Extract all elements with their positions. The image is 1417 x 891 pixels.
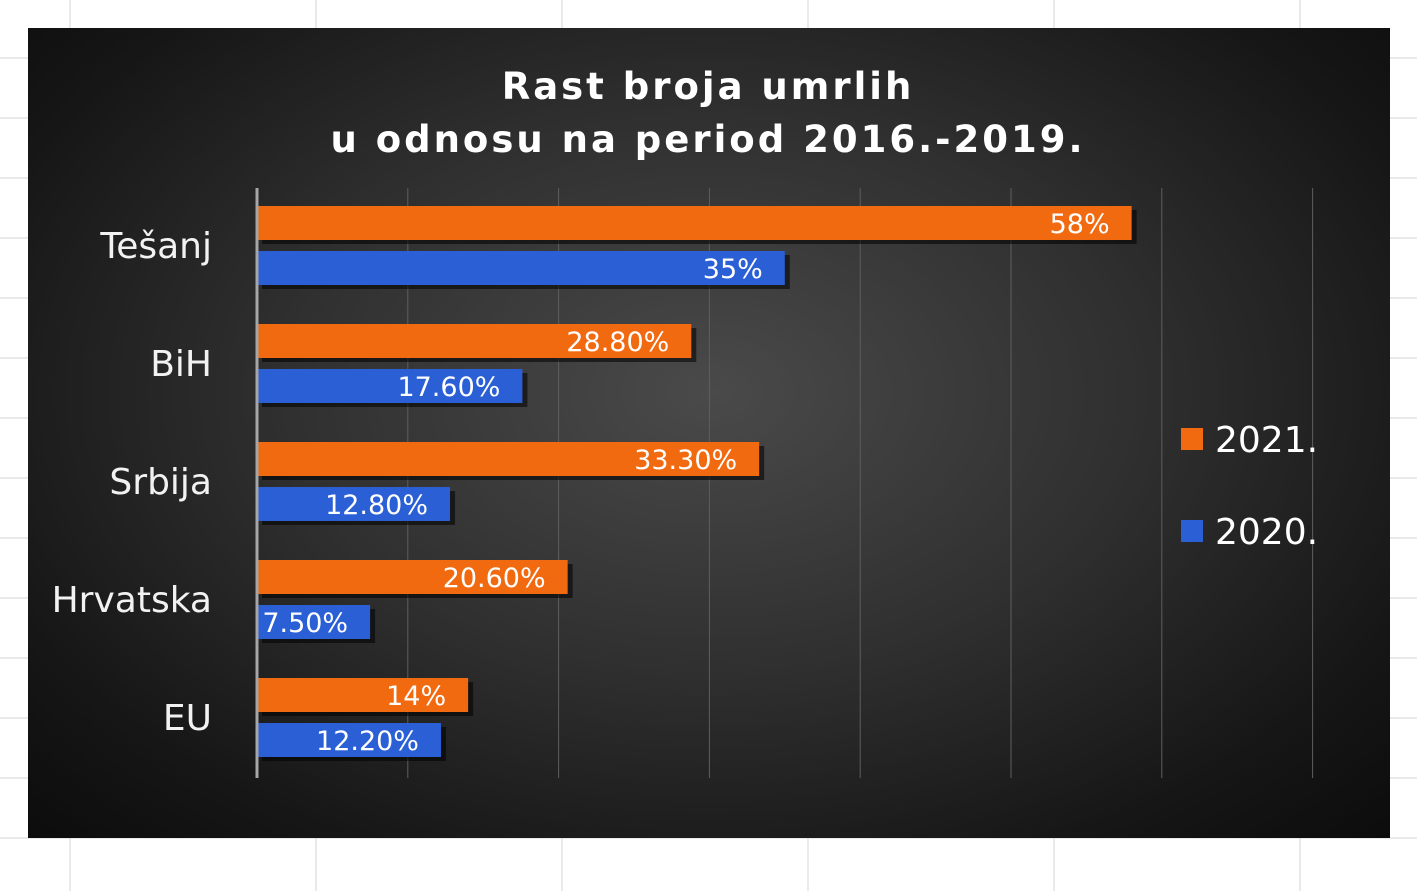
bar-series-2[interactable] <box>257 723 441 757</box>
data-label: 20.60% <box>443 563 546 594</box>
category-label: Tešanj <box>99 226 212 267</box>
category-label: Hrvatska <box>52 580 212 621</box>
bar-series-1[interactable] <box>257 206 1132 240</box>
data-label: 12.20% <box>316 726 419 757</box>
chart-title-line-2: u odnosu na period 2016.-2019. <box>330 118 1085 161</box>
bar-series-1[interactable] <box>257 560 568 594</box>
data-label: 35% <box>703 254 763 285</box>
legend-label: 2021. <box>1215 420 1318 461</box>
data-label: 17.60% <box>397 372 500 403</box>
data-label: 58% <box>1050 209 1110 240</box>
legend-label: 2020. <box>1215 512 1318 553</box>
category-label: EU <box>163 698 212 739</box>
data-label: 28.80% <box>566 327 669 358</box>
bars: 58% 35% 28.80% 17.60% 33.30% 12.80% 20.60% 7.50… <box>255 188 1137 778</box>
category-label: Srbija <box>109 462 212 503</box>
category-labels: Tešanj BiH Srbija Hrvatska EU <box>52 226 212 739</box>
bar-series-2[interactable] <box>257 251 785 285</box>
legend-swatch <box>1181 428 1203 450</box>
bar-series-1[interactable] <box>257 678 469 712</box>
category-label: BiH <box>150 344 212 385</box>
data-label: 12.80% <box>325 490 428 521</box>
bar-series-1[interactable] <box>257 324 692 358</box>
bar-chart: Rast broja umrlih u odnosu na period 201… <box>52 65 1318 778</box>
legend-swatch <box>1181 520 1203 542</box>
chart-area[interactable]: Rast broja umrlih u odnosu na period 201… <box>28 28 1390 838</box>
bar-series-1[interactable] <box>257 442 760 476</box>
bar-series-2[interactable] <box>257 487 451 521</box>
legend[interactable]: 2021. 2020. <box>1181 420 1318 553</box>
chart-title-line-1: Rast broja umrlih <box>502 65 915 108</box>
bar-series-2[interactable] <box>257 369 523 403</box>
data-label: 14% <box>386 681 446 712</box>
bar-series-2[interactable] <box>257 605 371 639</box>
data-label: 33.30% <box>634 445 737 476</box>
data-label: 7.50% <box>262 608 348 639</box>
